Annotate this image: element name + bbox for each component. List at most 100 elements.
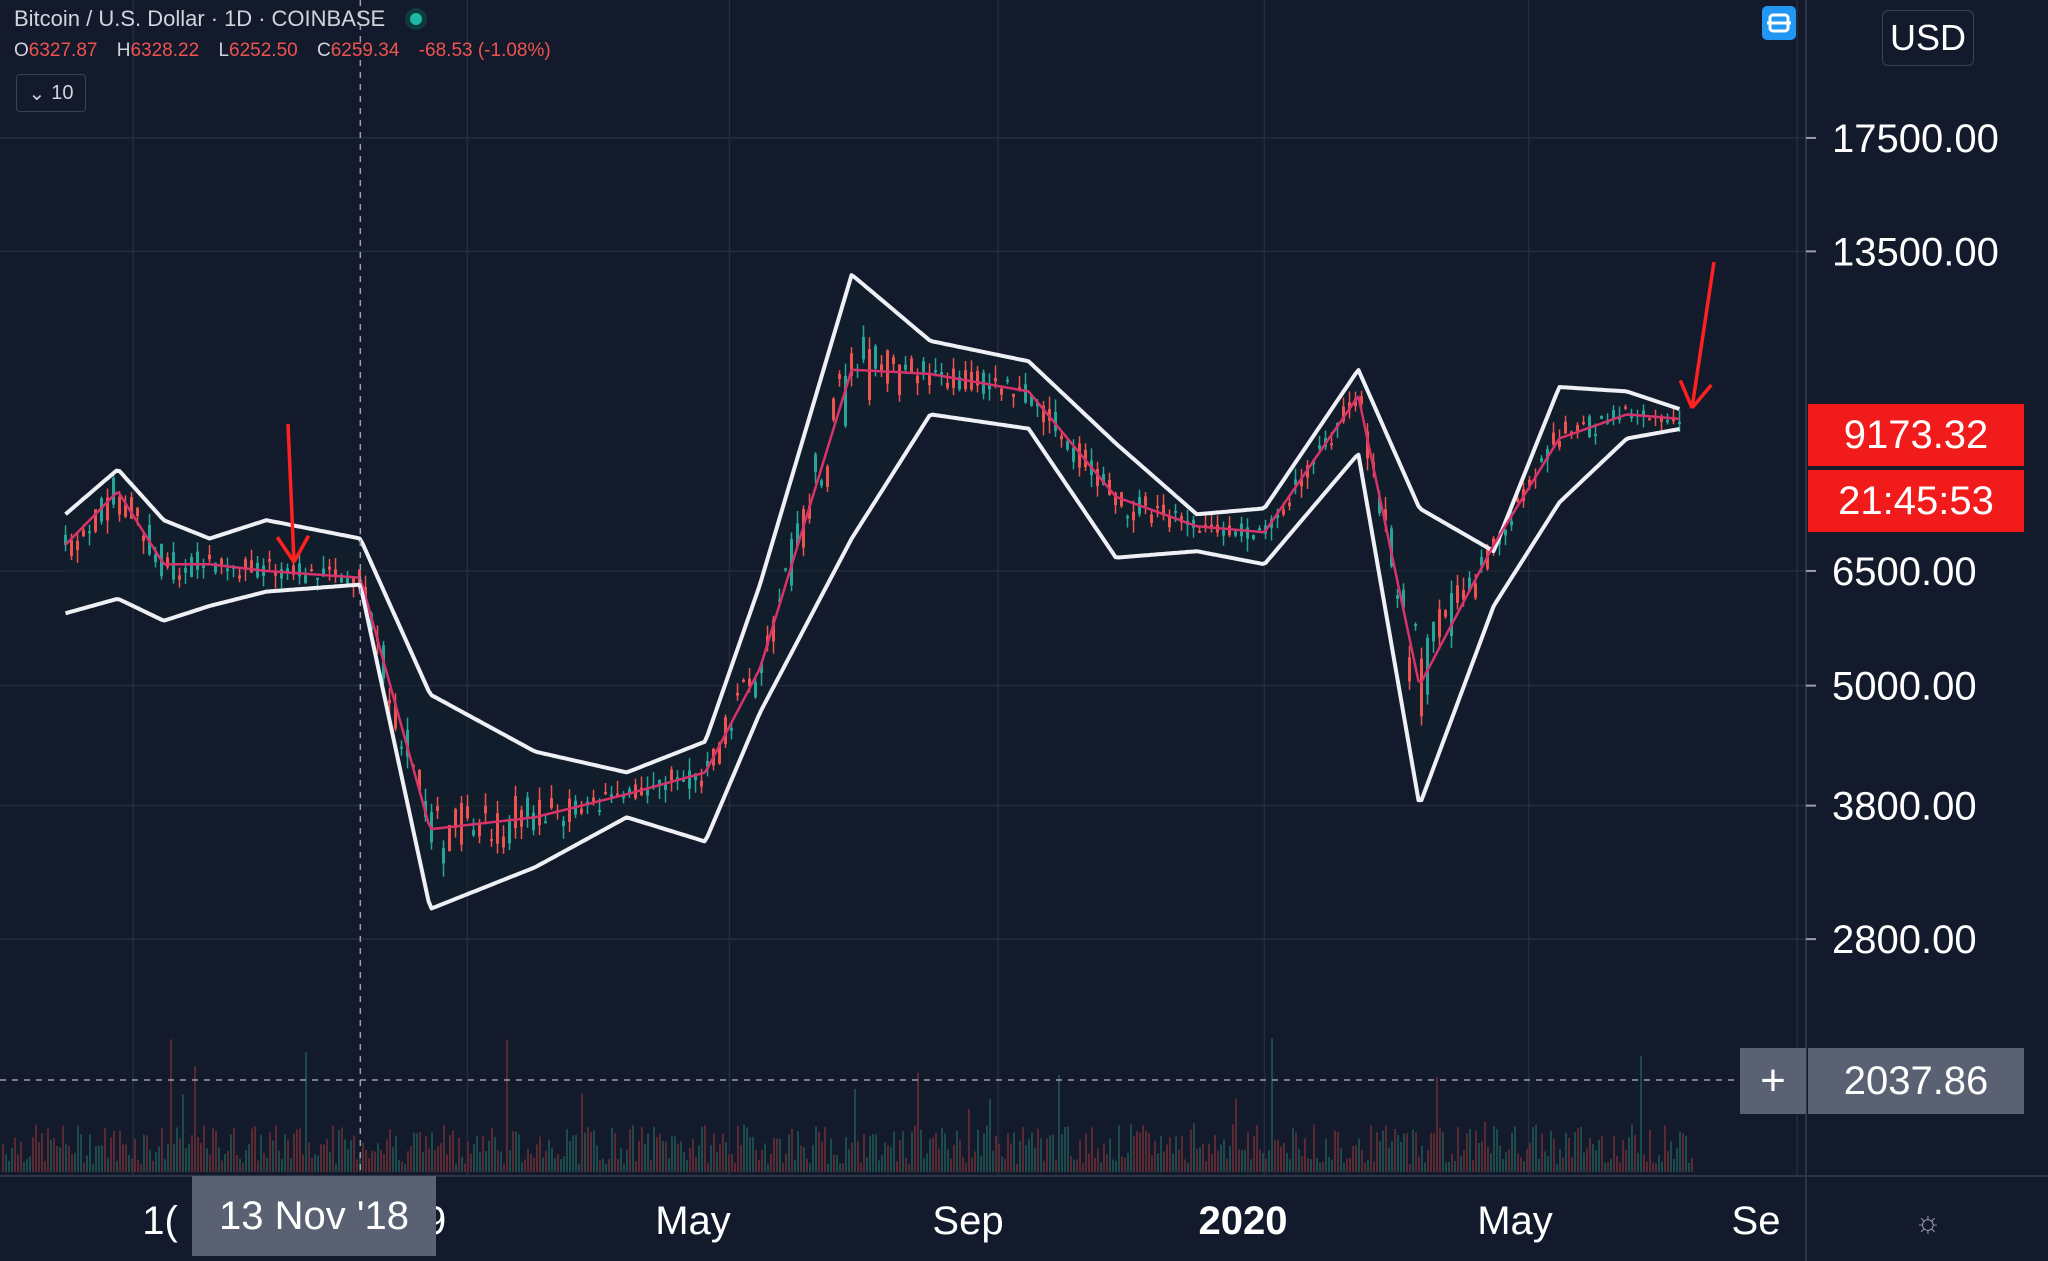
volume-bar xyxy=(248,1144,250,1172)
volume-bar xyxy=(1148,1132,1150,1172)
candle-body xyxy=(322,568,326,577)
volume-bar xyxy=(1349,1158,1351,1172)
volume-bar xyxy=(905,1157,907,1172)
settings-sun-icon[interactable]: ☼ xyxy=(1914,1206,1942,1239)
volume-bar xyxy=(1607,1162,1609,1172)
volume-bar xyxy=(302,1154,304,1172)
candle-body xyxy=(592,797,596,802)
candle-body xyxy=(670,769,674,781)
volume-bar xyxy=(413,1132,415,1172)
candle-body xyxy=(1576,425,1580,431)
volume-bar xyxy=(1217,1150,1219,1172)
volume-bar xyxy=(1571,1156,1573,1172)
candle-body xyxy=(142,535,146,541)
candle-body xyxy=(532,812,536,831)
x-tick-label: Sep xyxy=(932,1199,1003,1243)
volume-bar xyxy=(176,1127,178,1172)
candle-body xyxy=(1066,441,1070,450)
volume-bar xyxy=(68,1145,70,1172)
volume-bar xyxy=(1505,1152,1507,1172)
y-tick-label: 5000.00 xyxy=(1832,665,1977,709)
volume-bar xyxy=(1682,1133,1684,1172)
volume-bar xyxy=(347,1149,349,1172)
candle-body xyxy=(166,557,170,568)
candle-body xyxy=(238,575,242,579)
volume-bar xyxy=(1439,1127,1441,1172)
screenshot-icon[interactable] xyxy=(1762,6,1796,40)
volume-bar xyxy=(92,1163,94,1172)
candle-body xyxy=(460,803,464,845)
volume-bar xyxy=(971,1157,973,1172)
volume-bar xyxy=(491,1128,493,1172)
volume-bar xyxy=(1076,1159,1078,1172)
volume-bar xyxy=(1187,1162,1189,1172)
volume-bar xyxy=(881,1155,883,1172)
volume-bar xyxy=(935,1133,937,1172)
indicators-toggle-button[interactable]: ⌄ 10 xyxy=(16,74,86,112)
volume-bar xyxy=(98,1145,100,1172)
volume-bar xyxy=(836,1155,838,1172)
volume-bar xyxy=(524,1159,526,1172)
volume-bar xyxy=(530,1153,532,1172)
volume-bar xyxy=(1598,1139,1600,1172)
candle-body xyxy=(352,576,356,586)
volume-bar xyxy=(1406,1133,1408,1172)
candle-body xyxy=(1504,530,1508,536)
volume-bar xyxy=(1214,1134,1216,1172)
candle-body xyxy=(436,806,440,811)
volume-bar xyxy=(1223,1139,1225,1172)
volume-bar xyxy=(56,1145,58,1172)
volume-bar xyxy=(1289,1159,1291,1172)
volume-bar xyxy=(1040,1138,1042,1172)
volume-bar xyxy=(1316,1157,1318,1172)
annotation-arrow-left-head xyxy=(275,536,296,563)
candle-body xyxy=(304,575,308,583)
volume-bar xyxy=(1262,1152,1264,1172)
volume-bar xyxy=(860,1162,862,1172)
volume-bar xyxy=(221,1160,223,1172)
volume-bar xyxy=(1211,1153,1213,1172)
volume-bar xyxy=(953,1144,955,1172)
candle-body xyxy=(1180,515,1184,523)
volume-bar xyxy=(425,1136,427,1172)
volume-bar xyxy=(290,1158,292,1172)
volume-bar xyxy=(716,1152,718,1172)
plus-icon[interactable]: + xyxy=(1740,1048,1806,1114)
volume-bar xyxy=(110,1137,112,1172)
volume-bar xyxy=(683,1152,685,1172)
volume-bar xyxy=(62,1125,64,1172)
volume-bar xyxy=(479,1151,481,1172)
volume-bar xyxy=(980,1155,982,1172)
volume-bar xyxy=(815,1126,817,1172)
volume-bar xyxy=(1466,1133,1468,1172)
candle-body xyxy=(1594,433,1598,436)
volume-bar xyxy=(1301,1156,1303,1172)
volume-bar xyxy=(1400,1142,1402,1172)
volume-bar xyxy=(1001,1156,1003,1172)
currency-button[interactable]: USD xyxy=(1882,10,1974,66)
volume-bar xyxy=(899,1140,901,1172)
candle-body xyxy=(1678,421,1682,424)
volume-bar xyxy=(188,1143,190,1172)
volume-bar xyxy=(224,1153,226,1172)
volume-bar xyxy=(485,1150,487,1172)
volume-bar xyxy=(227,1150,229,1172)
band-fill xyxy=(65,275,1680,909)
volume-bar xyxy=(374,1151,376,1172)
volume-bar xyxy=(890,1147,892,1172)
volume-bar xyxy=(173,1144,175,1172)
candle-body xyxy=(274,570,278,576)
volume-bar xyxy=(32,1137,34,1172)
y-tick-label: 25000.00 xyxy=(1832,0,1999,5)
symbol-name[interactable]: Bitcoin / U.S. Dollar xyxy=(14,6,205,31)
candle-body xyxy=(1342,406,1346,422)
volume-bar xyxy=(212,1127,214,1172)
volume-bar xyxy=(1670,1141,1672,1172)
volume-bar xyxy=(1052,1134,1054,1172)
interval[interactable]: 1D xyxy=(224,6,253,31)
annotation-arrow-right-head xyxy=(1678,379,1694,409)
volume-bar xyxy=(143,1134,145,1172)
volume-bar xyxy=(1409,1163,1411,1172)
upper-band-line xyxy=(64,273,1681,775)
